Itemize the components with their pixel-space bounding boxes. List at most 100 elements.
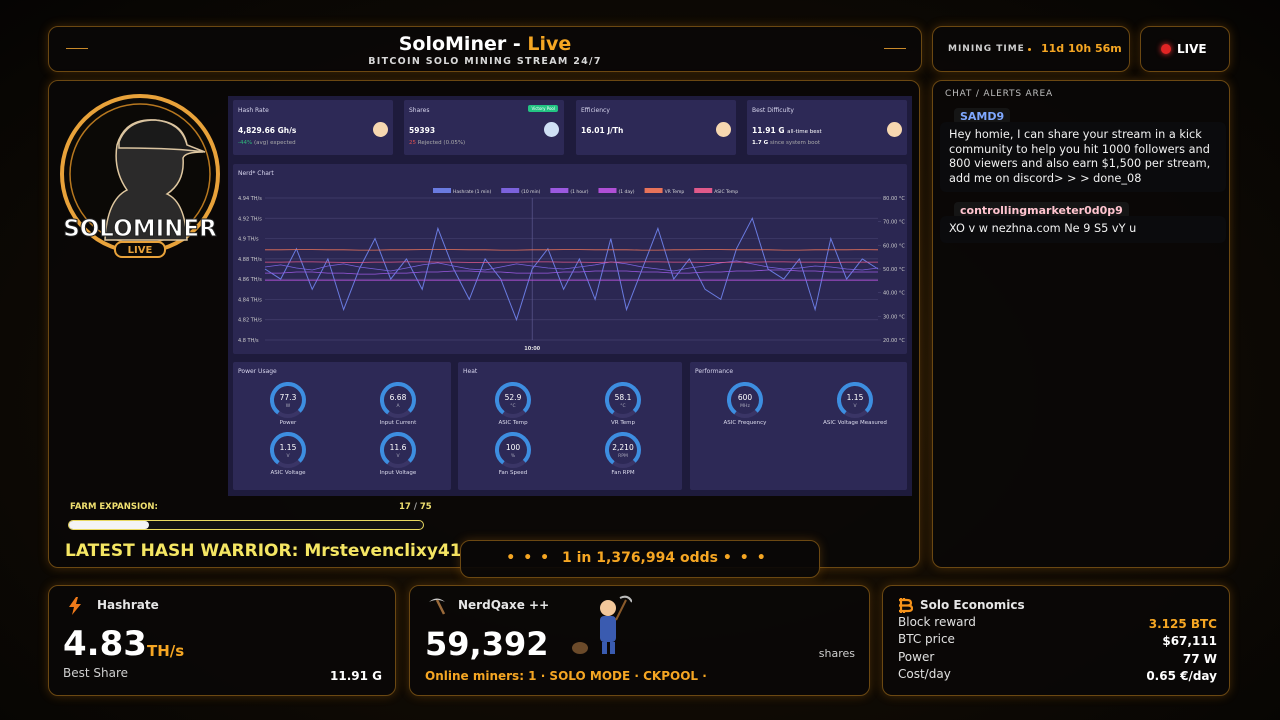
stat-card: Hash Rate 4,829.66 Gh/s -44% (avg) expecte…: [233, 100, 393, 155]
gauge: 100% Fan Speed: [483, 431, 543, 481]
economics-label: BTC price: [898, 632, 955, 647]
gauge-arc: [727, 382, 763, 415]
logo-name: SOLOMINER: [63, 216, 217, 242]
y2-tick-label: 40.00 °C: [883, 291, 905, 297]
y2-tick-label: 60.00 °C: [883, 243, 905, 249]
stat-value: 59393: [409, 126, 435, 135]
bitcoin-icon: [899, 598, 913, 613]
legend-swatch: [598, 188, 617, 193]
legend-swatch: [550, 188, 569, 193]
stat-icon: [373, 122, 388, 137]
odds: 1 in 1,376,994 odds: [562, 550, 718, 566]
live-label: LIVE: [1177, 42, 1207, 56]
gauge-panel-title: Heat: [463, 368, 478, 375]
farm-total: 75: [419, 502, 432, 512]
stat-note-accent: 25: [409, 140, 416, 146]
stat-note-text: (avg) expected: [253, 140, 296, 146]
gauge-arc: [495, 432, 531, 465]
gauge-unit: A: [396, 403, 400, 409]
gauge-label: VR Temp: [611, 420, 635, 426]
stat-label: Shares: [409, 107, 430, 114]
legend-swatch: [644, 188, 663, 193]
y-tick-label: 4.94 TH/s: [238, 196, 262, 202]
series-line: [265, 269, 878, 275]
best-share-value: 11.91 G: [330, 669, 382, 683]
gauge-panel: Heat 52.9 °C ASIC Temp 58.1 °C VR Temp 100% Fan …: [458, 362, 682, 490]
warrior: LATEST HASH WARRIOR: Mrstevenclixy41: [65, 541, 462, 561]
hashrate-unit: TH/s: [147, 642, 185, 660]
gauge-arc: [380, 382, 416, 415]
gauge-value: 77.3: [280, 393, 297, 402]
gauge-ring: 100%: [495, 432, 531, 468]
economics-label: Cost/day: [898, 666, 951, 681]
odds-dots: •••: [722, 550, 774, 566]
gauge: 600 MHz ASIC Frequency: [715, 381, 775, 431]
stat-note: 1.7 G since system boot: [752, 140, 820, 146]
series-line: [265, 261, 878, 263]
gauge-ring: 52.9°C: [495, 382, 531, 418]
economics-value: $67,111: [1162, 634, 1217, 649]
gauge: 2,210 RPM Fan RPM: [593, 431, 653, 481]
nerd-chart: Nerd* Chart 4.8 TH/s 4.82 TH/s 4.84 TH/s 4.8…: [238, 170, 905, 352]
header-deco: [66, 48, 88, 49]
stat-note-accent: -44%: [238, 140, 253, 146]
stat-note-text: since system boot: [769, 140, 820, 146]
y2-tick-label: 30.00 °C: [883, 314, 905, 320]
live-dot: [1161, 44, 1171, 54]
legend-label: (1 day): [618, 189, 634, 195]
gauge-value: 600: [738, 393, 753, 402]
legend-label: VR Temp: [665, 189, 685, 195]
legend-label: (10 min): [521, 189, 540, 195]
header-bar: [48, 26, 922, 72]
stat-card: Best Difficulty 11.91 G all-time best 1.7 …: [747, 100, 907, 155]
miner-card: [409, 585, 870, 696]
mining-time: 11d 10h 56m: [1041, 42, 1122, 55]
logo: SOLOMINER LIVE: [60, 94, 220, 258]
warrior-name: Mrstevenclixy41: [304, 541, 462, 561]
logo-badge: [114, 241, 166, 258]
odds-dots: •••: [506, 550, 558, 566]
hashrate-card: [48, 585, 396, 696]
chat-message: XO v w nezhna.com Ne 9 S5 vY u: [940, 216, 1226, 243]
chat-message: Hey homie, I can share your stream in a …: [940, 122, 1226, 192]
gauge-unit: V: [286, 453, 290, 459]
economics-label: Block reward: [898, 615, 976, 629]
economics-card: [882, 585, 1230, 696]
gauge-ring: 77.3W: [270, 382, 306, 418]
stat-label: Efficiency: [581, 107, 610, 114]
stat-value-text: 4,829.66 Gh/s: [238, 126, 297, 135]
chat-label: CHAT / ALERTS AREA: [945, 89, 1053, 99]
title-accent: Live: [527, 33, 572, 55]
farm-label: FARM EXPANSION:: [70, 502, 158, 512]
gauge-label: ASIC Voltage: [270, 470, 306, 476]
pickaxe-icon: [429, 598, 446, 615]
miner-footer: Online miners: 1 · SOLO MODE · CKPOOL ·: [425, 669, 707, 683]
shares-value: 59,392: [425, 625, 549, 663]
y-tick-label: 4.9 TH/s: [238, 237, 259, 243]
farm-separator: /: [413, 502, 417, 512]
logo-cap: [118, 119, 206, 153]
y2-tick-label: 20.00 °C: [883, 338, 905, 344]
title-row: SoloMiner - Live: [0, 33, 970, 55]
gauge: 1.15 V ASIC Voltage Measured: [823, 381, 887, 431]
gauge-value: 2,210: [612, 443, 634, 452]
gauge-ring: 58.1°C: [605, 382, 641, 418]
stat-note-value: 1.7 G: [752, 140, 769, 146]
gauge: 58.1 °C VR Temp: [593, 381, 653, 431]
economics-value: 0.65 €/day: [1146, 668, 1217, 683]
stat-icon: [544, 122, 559, 137]
gauge-label: Input Current: [379, 420, 417, 426]
legend-swatch: [501, 188, 520, 193]
chart-title: Nerd* Chart: [238, 170, 274, 177]
gauge: 6.68 A Input Current: [368, 381, 428, 431]
gauge-value: 100: [506, 443, 521, 452]
gauge-label: ASIC Temp: [498, 420, 528, 426]
stat-note: 25 Rejected (0.05%): [409, 140, 465, 146]
odds-box: [460, 540, 820, 578]
gauge-unit: °C: [620, 403, 625, 409]
economics-value: 3.125 BTC: [1148, 617, 1217, 631]
gauge-unit: °C: [510, 403, 515, 409]
title: SoloMiner -: [398, 33, 521, 55]
stat-note: -44% (avg) expected: [238, 140, 296, 146]
